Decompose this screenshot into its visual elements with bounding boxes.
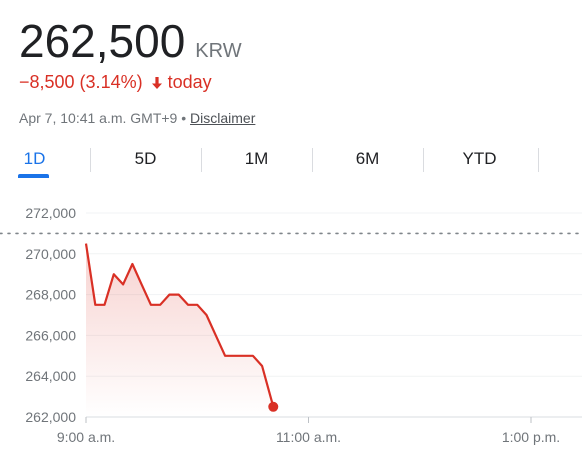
tab-1d[interactable]: 1D — [23, 149, 46, 168]
tab-divider — [90, 148, 91, 172]
current-price-dot — [268, 401, 279, 412]
tab-divider — [312, 148, 313, 172]
arrow-down-icon — [151, 76, 163, 90]
tab-1m[interactable]: 1M — [244, 149, 269, 168]
price-series-line — [84, 243, 275, 408]
x-tick-label: 11:00 a.m. — [276, 429, 341, 445]
price-change: −8,500 (3.14%) today — [19, 72, 212, 93]
range-tabs: 1D 5D 1M 6M YTD — [0, 140, 582, 180]
y-tick-label: 266,000 — [25, 327, 76, 343]
currency-code: KRW — [195, 40, 242, 62]
y-tick-label: 262,000 — [25, 409, 76, 425]
tab-5d[interactable]: 5D — [134, 149, 157, 168]
tab-divider — [201, 148, 202, 172]
y-tick-label: 270,000 — [25, 246, 76, 262]
disclaimer-link[interactable]: Disclaimer — [190, 110, 256, 126]
price-area-fill — [86, 243, 274, 417]
quote-meta: Apr 7, 10:41 a.m. GMT+9 • Disclaimer — [19, 110, 255, 126]
x-tick-label: 9:00 a.m. — [57, 429, 115, 445]
tab-ytd[interactable]: YTD — [462, 149, 497, 168]
meta-separator: • — [181, 110, 187, 126]
y-tick-label: 264,000 — [25, 368, 76, 384]
change-value: −8,500 (3.14%) — [19, 72, 143, 92]
x-tick-label: 1:00 p.m. — [502, 429, 560, 445]
y-tick-label: 272,000 — [25, 205, 76, 221]
active-tab-indicator — [18, 174, 49, 178]
quote-header: 262,500 KRW — [19, 14, 242, 68]
current-price: 262,500 — [19, 15, 186, 67]
tab-6m[interactable]: 6M — [355, 149, 380, 168]
tab-divider — [538, 148, 539, 172]
quote-timestamp: Apr 7, 10:41 a.m. GMT+9 — [19, 110, 178, 126]
price-chart[interactable]: 262,000 264,000 266,000 268,000 270,000 272,0… — [0, 196, 582, 468]
y-tick-label: 268,000 — [25, 287, 76, 303]
tab-divider — [423, 148, 424, 172]
change-period: today — [167, 72, 212, 92]
